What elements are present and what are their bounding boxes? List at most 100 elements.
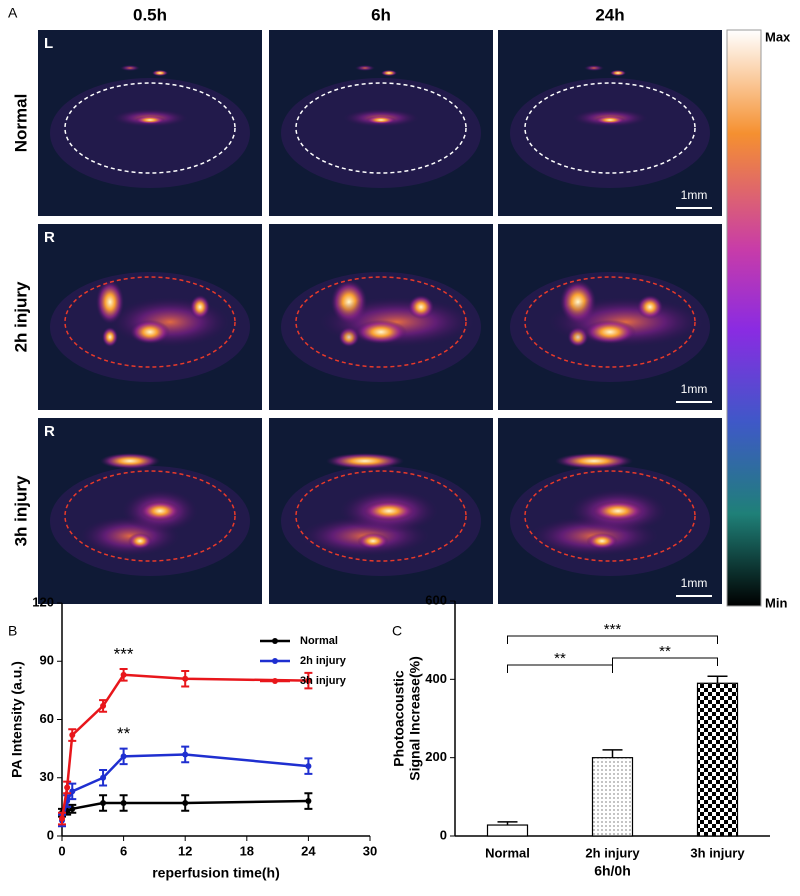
signal (357, 533, 389, 549)
y-tick-label: 0 (47, 827, 54, 842)
point (120, 671, 127, 678)
colorbar (726, 29, 762, 607)
signal (140, 501, 180, 521)
signal (130, 320, 170, 344)
significance-bracket (507, 635, 718, 644)
x-tick-label: 12 (178, 843, 192, 858)
row-label: Normal (11, 94, 30, 153)
column-header: 24h (595, 5, 624, 24)
y-tick-label: 120 (32, 594, 54, 609)
roi (64, 276, 236, 368)
signal (584, 320, 636, 344)
signal (152, 70, 168, 76)
colorbar-min: Min (765, 595, 787, 610)
y-tick-label: 30 (40, 769, 54, 784)
x-tick-label: 18 (240, 843, 254, 858)
y-axis-label: Signal Increase(%) (407, 656, 423, 781)
roi (524, 276, 696, 368)
signal (190, 295, 210, 319)
tissue (50, 78, 250, 188)
point (120, 753, 127, 760)
y-tick-label: 200 (425, 749, 447, 764)
row-label: 3h injury (11, 475, 30, 546)
signal (102, 327, 118, 347)
significance: *** (604, 621, 622, 638)
point (64, 784, 71, 791)
x-axis-label: reperfusion time(h) (152, 865, 280, 881)
column-header: 6h (371, 5, 391, 24)
x-tick-label: 2h injury (585, 845, 640, 860)
x-axis-label: 6h/0h (594, 863, 631, 879)
signal (555, 453, 633, 469)
point (305, 763, 312, 770)
signal (355, 65, 375, 71)
point (182, 675, 189, 682)
roi (524, 470, 696, 562)
point (100, 702, 107, 709)
legend-marker (272, 678, 278, 684)
x-tick-label: 0 (58, 843, 65, 858)
point (120, 799, 127, 806)
x-tick-label: 3h injury (690, 845, 745, 860)
significance: *** (114, 645, 134, 664)
signal (135, 116, 165, 124)
y-tick-label: 0 (440, 827, 447, 842)
signal (381, 70, 397, 76)
y-axis-label: Photoacoustic (391, 670, 407, 767)
panel-label: C (392, 623, 402, 639)
legend-label: 2h injury (300, 655, 347, 667)
point (182, 751, 189, 758)
point (100, 799, 107, 806)
signal (610, 70, 626, 76)
y-tick-label: 600 (425, 592, 447, 607)
error-bar (602, 749, 623, 758)
signal (100, 453, 160, 469)
roi (64, 470, 236, 562)
significance-bracket (612, 657, 718, 666)
error-bar (707, 675, 728, 684)
x-tick-label: 30 (363, 843, 377, 858)
signal (363, 501, 415, 521)
scale-bar-label: 1mm (681, 382, 708, 396)
signal (120, 65, 140, 71)
point (182, 799, 189, 806)
roi (295, 276, 467, 368)
point (69, 732, 76, 739)
x-tick-label: 6 (120, 843, 127, 858)
significance: ** (554, 650, 566, 667)
side-label: L (44, 35, 53, 52)
signal (326, 453, 404, 469)
significance: ** (659, 643, 671, 660)
panel-label: A (8, 5, 18, 21)
point (305, 798, 312, 805)
signal (637, 295, 663, 319)
signal (128, 533, 152, 549)
scale-bar-label: 1mm (681, 576, 708, 590)
signal (595, 116, 625, 124)
tissue (510, 78, 710, 188)
roi (64, 82, 236, 174)
legend-marker (272, 638, 278, 644)
signal (586, 533, 618, 549)
bar (696, 682, 739, 837)
point (59, 815, 65, 822)
column-header: 0.5h (133, 5, 167, 24)
y-tick-label: 400 (425, 671, 447, 686)
panel-label: B (8, 623, 17, 639)
signal (584, 65, 604, 71)
significance: ** (117, 724, 131, 743)
x-tick-label: Normal (485, 845, 530, 860)
bar (486, 824, 529, 837)
side-label: R (44, 423, 55, 440)
signal (355, 320, 407, 344)
legend-marker (272, 658, 278, 664)
scale-bar-label: 1mm (681, 188, 708, 202)
roi (295, 82, 467, 174)
significance-bracket (507, 664, 613, 673)
point (100, 774, 107, 781)
signal (408, 295, 434, 319)
legend-label: Normal (300, 635, 338, 647)
point (305, 677, 312, 684)
colorbar-max: Max (765, 29, 791, 44)
